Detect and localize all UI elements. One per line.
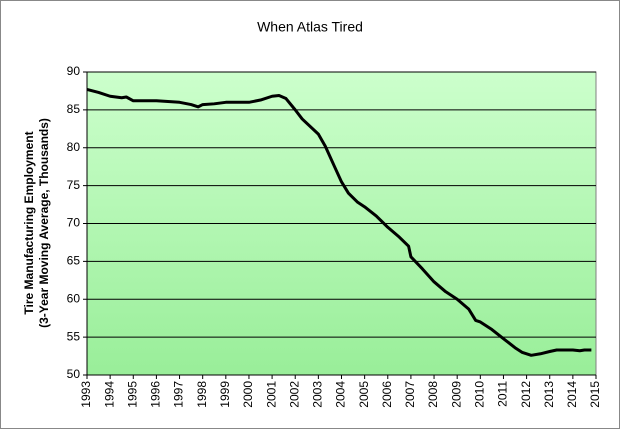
x-tick-label: 1998 <box>195 381 209 408</box>
y-tick-label: 60 <box>67 291 81 305</box>
x-tick-label: 1994 <box>102 381 116 408</box>
y-tick-label: 55 <box>67 329 81 343</box>
x-tick-label: 1993 <box>79 381 93 408</box>
x-tick-label: 2002 <box>287 381 301 408</box>
y-tick-label: 80 <box>67 140 81 154</box>
x-tick-label: 2004 <box>334 381 348 408</box>
x-tick-label: 2001 <box>264 381 278 408</box>
x-tick-label: 2003 <box>311 381 325 408</box>
y-tick-label: 90 <box>67 64 81 78</box>
x-tick-label: 2000 <box>241 381 255 408</box>
y-axis-label: Tire Manufacturing Employment <box>22 131 36 314</box>
x-tick-label: 2007 <box>403 381 417 408</box>
x-tick-label: 1996 <box>149 381 163 408</box>
x-tick-label: 2010 <box>472 381 486 408</box>
x-tick-label: 2008 <box>426 381 440 408</box>
x-tick-label: 2011 <box>496 381 510 407</box>
y-tick-label: 65 <box>67 254 81 268</box>
x-tick-label: 2014 <box>565 381 579 408</box>
x-tick-label: 2005 <box>357 381 371 408</box>
y-tick-label: 50 <box>67 367 81 381</box>
data-line <box>86 87 592 357</box>
x-tick-label: 2006 <box>380 381 394 408</box>
x-tick-label: 1999 <box>218 381 232 408</box>
x-tick-label: 2013 <box>542 381 556 408</box>
x-tick-label: 2009 <box>449 381 463 408</box>
y-tick-label: 75 <box>67 178 81 192</box>
y-tick-label: 70 <box>67 216 81 230</box>
y-axis-label: (3-Year Moving Average, Thousands) <box>37 118 51 328</box>
x-tick-label: 2012 <box>519 381 533 408</box>
chart-title: When Atlas Tired <box>257 19 363 35</box>
x-tick-label: 2015 <box>588 381 602 408</box>
y-tick-label: 85 <box>67 102 81 116</box>
x-tick-label: 1997 <box>172 381 186 408</box>
x-tick-label: 1995 <box>125 381 139 408</box>
